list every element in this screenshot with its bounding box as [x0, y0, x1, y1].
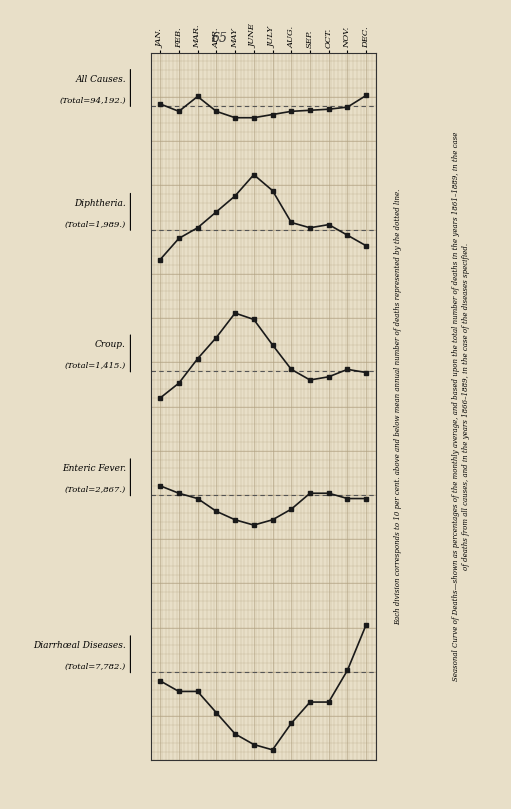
Text: Croup.: Croup. [95, 341, 126, 349]
Text: All Causes.: All Causes. [75, 75, 126, 84]
Text: (Total=1,415.): (Total=1,415.) [65, 362, 126, 371]
Text: Seasonal Curve of Deaths—shown as percentages of the monthly average, and based : Seasonal Curve of Deaths—shown as percen… [452, 132, 470, 681]
Text: Diarrhœal Diseases.: Diarrhœal Diseases. [33, 642, 126, 650]
Text: Each division corresponds to 10 per cent. above and below mean annual number of : Each division corresponds to 10 per cent… [394, 188, 402, 625]
Text: (Total=2,867.): (Total=2,867.) [65, 486, 126, 494]
Text: Enteric Fever.: Enteric Fever. [62, 464, 126, 473]
Text: Diphtheria.: Diphtheria. [74, 199, 126, 208]
Text: (Total=7,782.): (Total=7,782.) [65, 663, 126, 671]
Text: (Total=94,192.): (Total=94,192.) [59, 97, 126, 104]
Text: 65: 65 [212, 32, 228, 45]
Text: (Total=1,989.): (Total=1,989.) [65, 221, 126, 229]
